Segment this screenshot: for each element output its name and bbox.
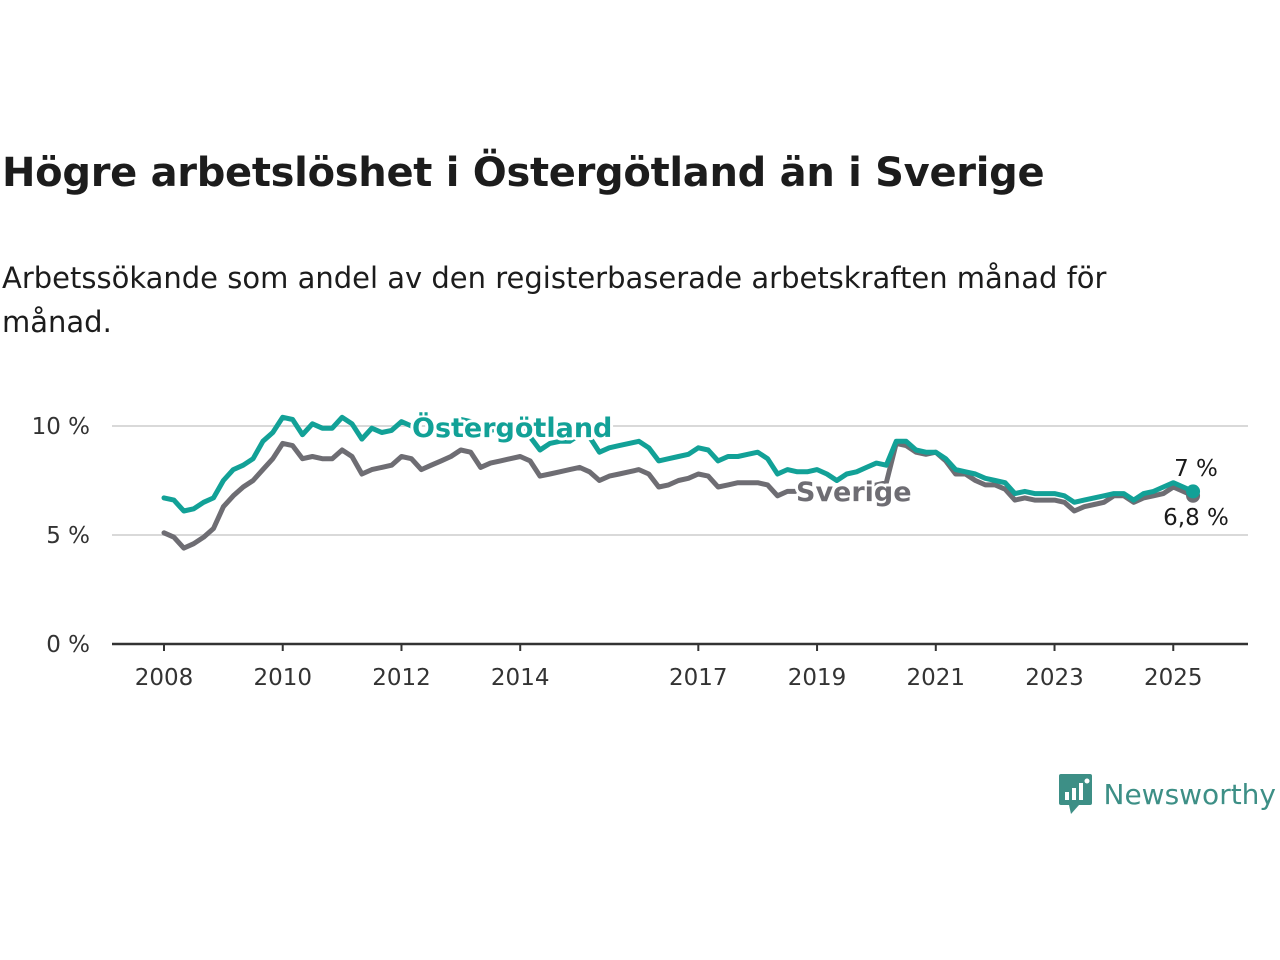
x-tick-label: 2008 (135, 665, 194, 691)
x-axis (112, 642, 1248, 651)
series-lines (161, 414, 1201, 551)
y-tick-label: 0 % (46, 632, 90, 658)
x-tick-label: 2019 (788, 665, 847, 691)
brand: Newsworthy (1058, 772, 1277, 816)
y-tick-label: 5 % (46, 523, 90, 549)
end-label-sverige: 6,8 % (1163, 505, 1229, 531)
series-label-sverige: Sverige (796, 477, 912, 508)
grid-lines (112, 425, 1248, 536)
line-chart: 0 %5 %10 % 2008 2010 2012 2014 2017 2019 2021 2… (32, 408, 1248, 691)
y-tick-label: 10 % (32, 414, 90, 440)
x-axis-tick-labels: 2008 2010 2012 2014 2017 2019 2021 2023 2025 (135, 665, 1203, 691)
x-tick-label: 2010 (253, 665, 312, 691)
chart-title: Högre arbetslöshet i Östergötland än i S… (2, 150, 1045, 196)
x-tick-label: 2017 (669, 665, 728, 691)
series-labels: Östergötland Sverige 7 % 6,8 % (409, 408, 1231, 534)
x-tick-label: 2012 (372, 665, 431, 691)
chart-subtitle: Arbetssökande som andel av den registerb… (2, 261, 1107, 339)
series-label-ostergotland: Östergötland (412, 411, 612, 444)
series-endpoint-ostergotland (1186, 484, 1201, 499)
newsworthy-logo-icon (1058, 774, 1092, 814)
end-label-ostergotland: 7 % (1174, 456, 1218, 482)
y-axis-tick-labels: 0 % 5 % 10 % (32, 414, 90, 658)
x-tick-label: 2025 (1144, 665, 1203, 691)
series-line-ostergotland (161, 414, 1196, 514)
x-tick-label: 2014 (491, 665, 550, 691)
x-tick-label: 2021 (907, 665, 966, 691)
brand-name: Newsworthy (1103, 777, 1277, 811)
series-line-sverige (161, 440, 1196, 551)
x-tick-label: 2023 (1025, 665, 1084, 691)
